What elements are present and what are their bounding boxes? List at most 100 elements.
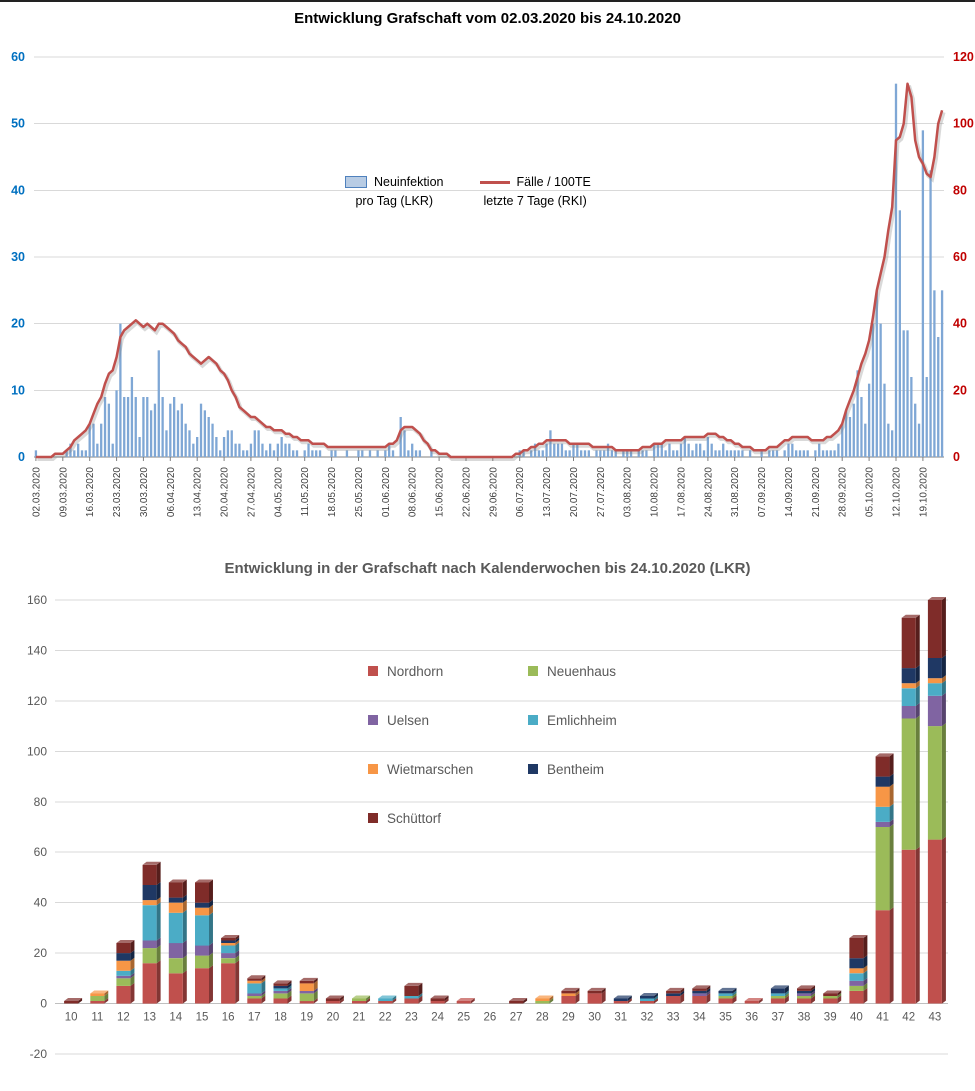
date-tick-label: 31.08.2020 (730, 467, 741, 517)
segment-Wietmarschen (875, 786, 890, 807)
legend-label-line1: Fälle / 100TE (516, 175, 591, 189)
segment-Neuenhaus (927, 726, 942, 840)
daily-bar (925, 377, 928, 457)
segment-Emlichheim (901, 688, 916, 706)
segment-side-Bentheim (706, 987, 711, 994)
segment-side-Bentheim (287, 982, 292, 989)
segment-Nordhorn (875, 910, 890, 1004)
segment-side-Nordhorn (889, 907, 894, 1004)
right-axis-tick-label: 20 (953, 383, 967, 397)
daily-bar (119, 323, 122, 457)
week-tick-label: 40 (850, 1012, 863, 1024)
daily-bar (603, 450, 606, 457)
daily-bar (871, 323, 875, 457)
segment-side-Nordhorn (287, 995, 292, 1004)
wietmarschen-swatch-icon (368, 764, 378, 774)
segment-Neuenhaus (168, 958, 183, 974)
date-tick-label: 09.03.2020 (58, 467, 69, 517)
segment-top (639, 993, 658, 996)
date-tick-label: 01.06.2020 (381, 467, 392, 517)
segment-side-Emlichheim (863, 970, 868, 981)
daily-bar (384, 450, 387, 457)
daily-bar (180, 403, 183, 457)
segment-top (587, 987, 606, 991)
segment-side-Uelsen (915, 702, 920, 719)
segment-Emlichheim (404, 996, 419, 999)
segment-Bentheim (116, 953, 131, 961)
segment-side-Nordhorn (784, 995, 789, 1004)
date-tick-label: 14.09.2020 (784, 467, 795, 517)
segment-top (116, 940, 135, 943)
segment-side-Emlichheim (287, 985, 292, 991)
segment-side-Wietmarschen (941, 675, 946, 684)
segment-Emlichheim (168, 912, 183, 944)
daily-bar (73, 450, 76, 457)
segment-side-Emlichheim (235, 942, 240, 954)
daily-bar (318, 450, 322, 457)
segment-Bentheim (718, 990, 733, 994)
week-tick-label: 24 (431, 1012, 444, 1024)
daily-bar (833, 450, 836, 457)
date-tick-label: 02.03.2020 (31, 467, 42, 517)
daily-bar (702, 450, 706, 457)
segment-Neuenhaus (299, 993, 314, 1002)
daily-bar (718, 450, 721, 457)
segment-Neuenhaus (247, 996, 262, 999)
segment-side-Nordhorn (366, 998, 371, 1004)
daily-bar (821, 450, 825, 457)
segment-Nordhorn (90, 1001, 105, 1004)
segment-side-Emlichheim (156, 902, 161, 941)
week-tick-label: 42 (902, 1012, 915, 1024)
schuettorf-swatch-icon (368, 813, 378, 823)
daily-bar (418, 450, 422, 457)
legend-label-line2: pro Tag (LKR) (355, 193, 434, 208)
segment-side-Neuenhaus (261, 993, 266, 999)
segment-side-Schüttorf (313, 977, 318, 984)
segment-Schüttorf (875, 756, 890, 777)
daily-bar (875, 290, 878, 457)
segment-side-Neuenhaus (208, 952, 213, 969)
legend-label: Nordhorn (387, 663, 444, 679)
segment-side-Uelsen (156, 937, 161, 949)
week-tick-label: 43 (929, 1012, 942, 1024)
daily-bar (430, 450, 433, 457)
weekly-chart-legend: Nordhorn Neuenhaus Uelsen Emlichheim Wie… (368, 663, 688, 826)
segment-top (325, 995, 344, 999)
segment-side-Emlichheim (941, 680, 946, 696)
date-tick-label: 19.10.2020 (918, 467, 929, 517)
daily-bar (361, 450, 364, 457)
segment-side-Uelsen (941, 692, 946, 727)
segment-top (378, 995, 397, 999)
daily-bar (806, 450, 809, 457)
daily-bar (222, 437, 226, 457)
segment-Schüttorf (116, 943, 131, 954)
segment-side-Schüttorf (182, 879, 187, 898)
segment-side-Schüttorf (863, 935, 868, 959)
week-tick-label: 28 (536, 1012, 549, 1024)
daily-bar (848, 417, 852, 457)
segment-side-Neuenhaus (784, 993, 789, 999)
y-axis-tick-label: 80 (34, 795, 48, 809)
segment-Emlichheim (770, 993, 785, 996)
segment-Bentheim (797, 990, 811, 994)
segment-side-Uelsen (182, 940, 187, 959)
daily-bar (660, 443, 663, 457)
daily-bar (768, 450, 771, 457)
daily-bar (265, 450, 268, 457)
segment-Nordhorn (168, 973, 183, 1004)
segment-Neuenhaus (718, 996, 733, 999)
segment-side-Nordhorn (732, 995, 737, 1004)
y-axis-tick-label: 100 (27, 744, 47, 758)
daily-bar (399, 417, 402, 457)
segment-side-Schüttorf (523, 998, 528, 1004)
segment-side-Bentheim (863, 955, 868, 969)
segment-side-Nordhorn (837, 995, 842, 1004)
daily-bar (906, 330, 909, 457)
daily-bar (687, 443, 690, 457)
segment-Emlichheim (718, 993, 733, 996)
segment-Wietmarschen (247, 980, 262, 984)
segment-top (352, 995, 371, 999)
right-axis-labels: 0 20 40 60 80 100 120 (953, 50, 974, 464)
emlichheim-swatch-icon (528, 715, 538, 725)
legend-item-neuenhaus: Neuenhaus (528, 664, 688, 679)
